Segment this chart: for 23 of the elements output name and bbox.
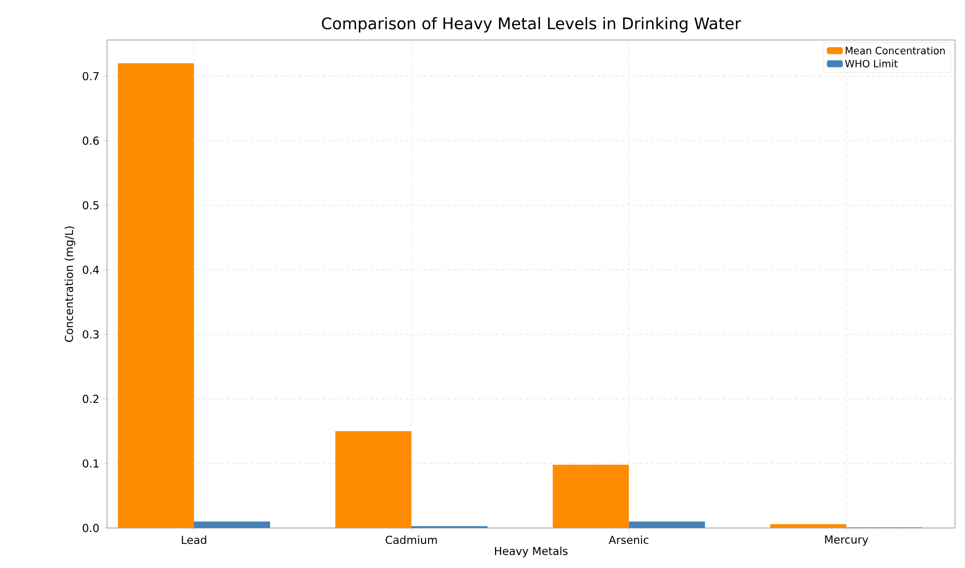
y-tick-label: 0.3 bbox=[82, 330, 99, 338]
y-axis-title: Concentration (mg/L) bbox=[64, 226, 76, 342]
y-tick-label: 0.7 bbox=[82, 72, 99, 80]
legend-label: WHO Limit bbox=[845, 60, 898, 68]
y-tick-label: 0.1 bbox=[82, 459, 98, 468]
x-tick-label: Arsenic bbox=[608, 536, 648, 544]
bar bbox=[628, 522, 705, 528]
bar bbox=[335, 431, 412, 528]
bar bbox=[770, 524, 846, 528]
bar bbox=[552, 464, 629, 528]
y-tick-label: 0.6 bbox=[82, 136, 99, 145]
y-tick-label: 0.5 bbox=[82, 201, 99, 210]
bar bbox=[118, 63, 194, 528]
y-tick-label: 0.4 bbox=[82, 266, 99, 274]
x-tick-label: Cadmium bbox=[386, 536, 437, 544]
chart-title: Comparison of Heavy Metal Levels in Drinking Water bbox=[322, 17, 742, 32]
bar bbox=[194, 522, 270, 528]
y-tick-label: 0.0 bbox=[82, 524, 99, 532]
x-axis-title: Heavy Metals bbox=[495, 546, 568, 558]
x-tick-label: Mercury bbox=[825, 536, 868, 546]
x-tick-label: Lead bbox=[182, 536, 206, 544]
legend-label: Mean Concentration bbox=[846, 46, 945, 54]
y-tick-label: 0.2 bbox=[82, 394, 98, 404]
